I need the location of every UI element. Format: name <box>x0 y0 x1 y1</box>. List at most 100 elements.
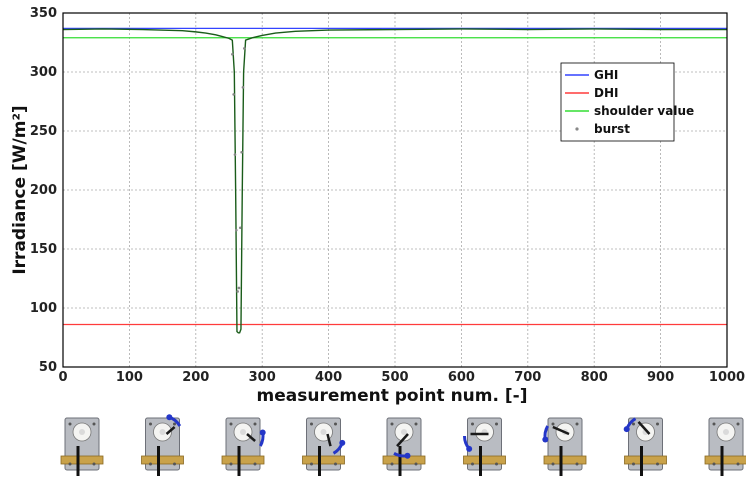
burst-point <box>231 53 234 56</box>
screw <box>229 422 233 426</box>
screw <box>575 422 579 426</box>
burst-point <box>240 150 243 154</box>
base-bar <box>704 455 746 465</box>
x-axis-label: measurement point num. [-] <box>257 386 528 406</box>
sensor-center <box>159 429 166 435</box>
screw <box>656 422 659 426</box>
y-axis-label: Irradiance [W/m²] <box>10 105 30 274</box>
burst-point <box>238 226 242 230</box>
base-bar <box>221 455 265 465</box>
screw <box>471 422 474 426</box>
x-tick-label: 300 <box>249 370 276 385</box>
burst-point <box>235 228 238 232</box>
photo-frame <box>141 414 184 476</box>
x-tick-label: 200 <box>182 370 209 385</box>
x-tick-label: 1000 <box>709 370 745 385</box>
screw <box>414 422 418 426</box>
sensor-center <box>401 429 407 435</box>
screw <box>92 462 96 466</box>
base-bar <box>463 455 506 465</box>
x-tick-label: 500 <box>381 370 408 385</box>
arrow-head <box>542 436 549 443</box>
y-tick-label: 200 <box>30 183 57 198</box>
series-layer <box>62 27 727 334</box>
base-bar <box>141 455 184 465</box>
sensor-center <box>320 429 327 435</box>
base-bar <box>60 455 104 465</box>
screw <box>253 422 257 426</box>
photo-frame <box>302 417 346 476</box>
legend-entry: DHI <box>594 86 618 100</box>
sensor-center <box>240 429 246 435</box>
y-tick-label: 100 <box>30 301 57 316</box>
x-tick-label: 400 <box>315 370 342 385</box>
screw <box>310 422 313 426</box>
screw <box>390 462 394 466</box>
arrow-head <box>166 414 173 421</box>
shading-rod <box>165 426 176 435</box>
screw <box>334 462 337 466</box>
legend-swatch <box>575 127 579 131</box>
shading-rod <box>637 421 651 435</box>
y-tick-label: 300 <box>30 65 57 80</box>
irradiance-chart: 0 100 200 300 400 500 600 700 800 900 1000 50 100 15… <box>10 6 745 406</box>
base-bar <box>302 455 345 465</box>
screw <box>310 462 313 466</box>
y-tick-label: 150 <box>30 242 57 257</box>
arrow-head <box>404 452 411 459</box>
screw <box>656 462 659 466</box>
x-tick-label: 800 <box>581 370 608 385</box>
burst-point <box>241 86 245 89</box>
arrow-head <box>339 439 346 446</box>
burst-point <box>232 93 235 96</box>
legend-box <box>560 62 675 142</box>
x-tick-label: 0 <box>58 370 67 385</box>
burst-point <box>233 153 237 156</box>
photo-frame <box>221 417 266 476</box>
arrow-head <box>623 426 630 433</box>
screw <box>68 462 72 466</box>
x-tick-labels: 0 100 200 300 400 500 600 700 800 900 1000 <box>58 370 745 385</box>
screw <box>471 462 474 466</box>
screw <box>495 422 498 426</box>
shading-rod <box>552 425 570 436</box>
photo-frame <box>542 417 587 476</box>
screw <box>575 462 579 466</box>
shading-rod <box>326 433 332 447</box>
screw <box>712 462 716 466</box>
burst-point <box>236 290 239 293</box>
photo-frame <box>60 417 104 476</box>
arrow-head <box>259 429 266 436</box>
screw <box>149 462 152 466</box>
x-tick-label: 600 <box>448 370 475 385</box>
screw <box>632 462 635 466</box>
legend-entry: shoulder value <box>594 104 694 118</box>
shading-rod <box>246 433 256 442</box>
y-tick-label: 250 <box>30 124 57 139</box>
x-tick-label: 700 <box>514 370 541 385</box>
sensor-center <box>723 429 729 435</box>
photo-frame <box>463 417 506 476</box>
plot-frame <box>62 12 728 368</box>
burst-point <box>237 286 241 290</box>
screw <box>712 422 716 426</box>
screw <box>632 422 635 426</box>
screw <box>334 422 337 426</box>
photo-frame <box>382 417 426 476</box>
base-bar <box>624 455 667 465</box>
screw <box>551 422 555 426</box>
photo-strip <box>60 414 746 476</box>
sensor-center <box>79 429 85 435</box>
screw <box>173 462 176 466</box>
screw <box>68 422 72 426</box>
burst-point <box>242 47 246 50</box>
x-tick-label: 900 <box>647 370 674 385</box>
screw <box>390 422 394 426</box>
screw <box>495 462 498 466</box>
arrow-head <box>466 445 473 452</box>
screw <box>149 422 152 426</box>
screw <box>92 422 96 426</box>
base-bar <box>543 455 587 465</box>
x-tick-label: 100 <box>116 370 143 385</box>
legend-entry: burst <box>594 122 630 136</box>
